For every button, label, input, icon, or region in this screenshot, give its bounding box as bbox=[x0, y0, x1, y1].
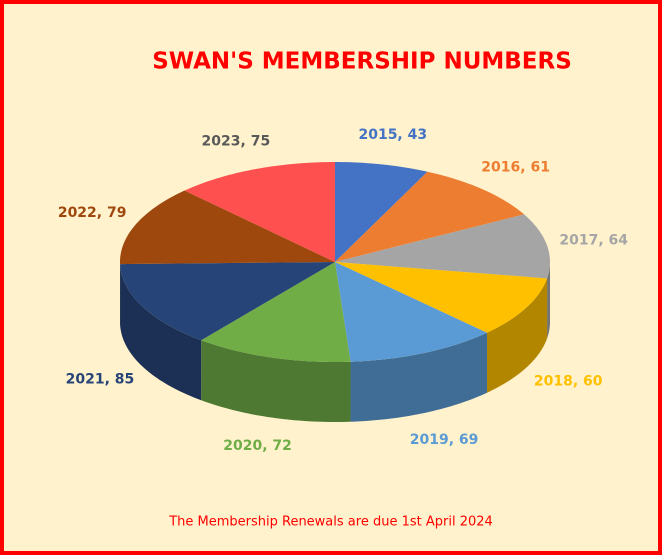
footnote: The Membership Renewals are due 1st Apri… bbox=[168, 515, 493, 530]
slice bbox=[335, 214, 550, 279]
slice bbox=[120, 190, 335, 265]
slice bbox=[335, 262, 488, 362]
data-label: 2017, 64 bbox=[559, 233, 628, 249]
chart-title: SWAN'S MEMBERSHIP NUMBERS bbox=[152, 49, 572, 75]
data-label: 2018, 60 bbox=[534, 373, 603, 389]
data-label: 2022, 79 bbox=[58, 205, 127, 221]
data-label: 2020, 72 bbox=[223, 438, 292, 454]
data-label: 2016, 61 bbox=[481, 160, 550, 176]
slice bbox=[184, 162, 335, 262]
slice-side bbox=[201, 340, 351, 422]
slice-side bbox=[350, 332, 488, 422]
slice-side bbox=[547, 262, 550, 339]
slice-side bbox=[487, 278, 548, 393]
slice bbox=[335, 162, 428, 262]
data-label: 2021, 85 bbox=[66, 372, 135, 388]
data-label: 2015, 43 bbox=[358, 127, 427, 143]
slice bbox=[120, 262, 335, 341]
slice bbox=[201, 262, 351, 362]
slice bbox=[335, 171, 525, 262]
slice-side bbox=[120, 264, 202, 401]
slice bbox=[335, 262, 548, 333]
data-label: 2023, 75 bbox=[202, 134, 271, 150]
data-label: 2019, 69 bbox=[410, 432, 479, 448]
